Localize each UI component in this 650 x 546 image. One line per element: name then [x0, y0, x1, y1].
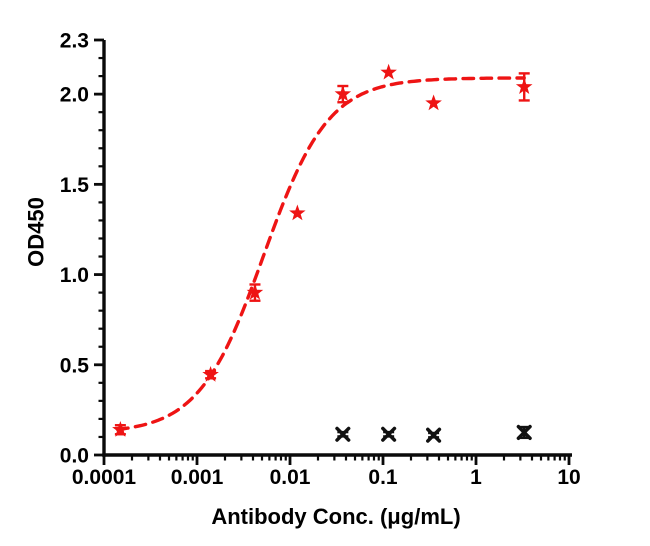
x-tick-label: 10: [557, 466, 580, 489]
fit-curve: [115, 76, 526, 432]
star-marker: [425, 94, 442, 111]
y-axis-title: OD450: [24, 197, 49, 267]
x-tick-label: 0.1: [368, 466, 398, 489]
x-axis-title: Antibody Conc. (μg/mL): [211, 504, 460, 529]
x-tick-label: 0.01: [270, 466, 311, 489]
star-marker: [380, 63, 397, 80]
y-tick-label: 0.0: [60, 445, 89, 468]
x-marker: [516, 424, 532, 440]
x-marker: [426, 427, 442, 443]
star-marker: [246, 283, 264, 300]
x-marker: [335, 426, 351, 442]
star-marker: [515, 78, 533, 94]
y-tick-label: 2.3: [60, 30, 89, 53]
series-x: [335, 424, 532, 443]
series-star: [112, 63, 533, 437]
y-tick-label: 1.5: [60, 174, 90, 197]
y-tick-label: 0.5: [60, 354, 90, 377]
x-tick-label: 0.0001: [72, 466, 137, 489]
star-marker: [334, 85, 352, 102]
x-tick-label: 1: [470, 466, 482, 489]
y-tick-label: 1.0: [60, 264, 89, 287]
x-tick-label: 0.001: [171, 466, 224, 489]
star-marker: [202, 366, 219, 382]
star-marker: [112, 421, 129, 437]
x-marker: [381, 426, 397, 442]
star-marker: [289, 204, 306, 221]
plot-area: [112, 63, 533, 443]
y-tick-label: 2.0: [60, 84, 89, 107]
axes: 0.0 0.5 1.0 1.5 2.0 2.3 0.0001 0.001 0.01 0.1 1 10: [60, 30, 581, 490]
